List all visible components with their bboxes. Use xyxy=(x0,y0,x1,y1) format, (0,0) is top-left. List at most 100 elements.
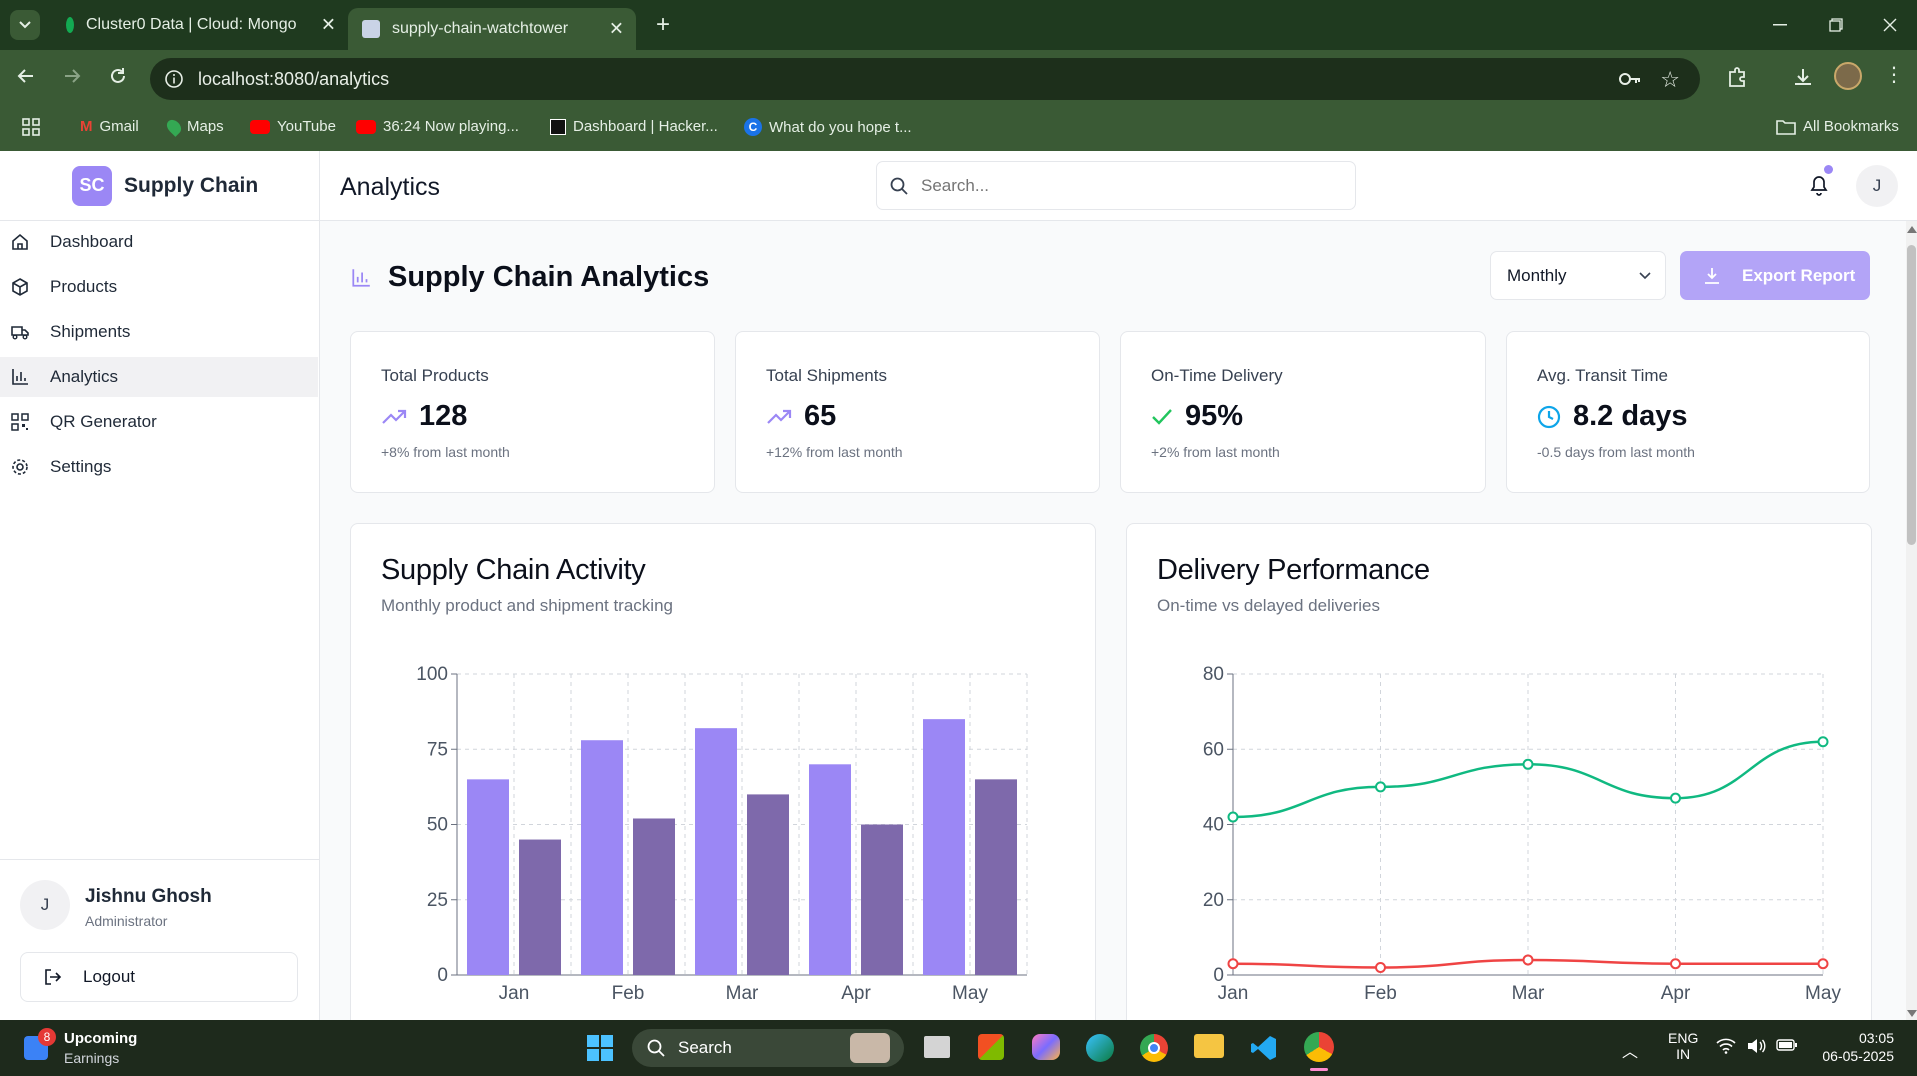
brand[interactable]: SC Supply Chain xyxy=(0,151,319,221)
stat-value: 65 xyxy=(804,400,837,432)
chrome-active-icon[interactable] xyxy=(1304,1032,1334,1071)
sidebar-item-analytics[interactable]: Analytics xyxy=(0,357,318,397)
y-tick-label: 80 xyxy=(1203,664,1224,685)
brand-logo: SC xyxy=(72,165,112,206)
x-tick-label: Apr xyxy=(841,983,871,1004)
minimize-button[interactable] xyxy=(1752,0,1808,50)
sidebar-item-label: Products xyxy=(50,277,118,296)
sidebar-item-dashboard[interactable]: Dashboard xyxy=(0,222,318,262)
bar xyxy=(467,779,509,975)
notifications-button[interactable] xyxy=(1808,165,1833,197)
clock-time: 03:05 xyxy=(1858,1030,1894,1046)
close-tab-icon[interactable]: ✕ xyxy=(320,14,336,35)
scroll-up-arrow[interactable] xyxy=(1907,226,1917,233)
download-icon[interactable] xyxy=(1792,66,1814,88)
sidebar-item-label: Dashboard xyxy=(50,232,134,251)
new-tab-button[interactable]: + xyxy=(655,11,670,38)
widget-badge: 8 xyxy=(38,1028,56,1046)
language-indicator[interactable]: ENG IN xyxy=(1668,1030,1698,1062)
bookmark-youtube[interactable]: YouTube xyxy=(250,118,336,135)
taskbar-search[interactable]: Search xyxy=(632,1029,904,1067)
bar xyxy=(975,779,1017,975)
address-bar[interactable]: localhost:8080/analytics ☆ xyxy=(150,58,1700,100)
gmail-icon: M xyxy=(80,118,93,135)
copilot-icon[interactable] xyxy=(1032,1034,1060,1060)
bookmark-gmail[interactable]: M Gmail xyxy=(80,118,139,135)
header-avatar[interactable]: J xyxy=(1856,165,1898,207)
youtube-icon xyxy=(250,119,270,134)
bookmark-what-do-you-hope[interactable]: C What do you hope t... xyxy=(744,118,912,136)
page-title: Analytics xyxy=(340,173,441,201)
bell-icon xyxy=(1810,176,1828,196)
sidebar-item-label: Settings xyxy=(50,457,112,476)
microsoft-store-icon[interactable] xyxy=(978,1034,1004,1060)
file-explorer-icon[interactable] xyxy=(1194,1034,1224,1058)
avatar[interactable]: J xyxy=(20,880,70,930)
scrollbar[interactable] xyxy=(1906,221,1917,1020)
all-bookmarks[interactable]: All Bookmarks xyxy=(1776,118,1899,135)
restore-button[interactable] xyxy=(1808,0,1864,50)
reload-button[interactable] xyxy=(108,66,128,86)
tab-supply-chain[interactable]: supply-chain-watchtower ✕ xyxy=(348,8,636,50)
wifi-icon[interactable] xyxy=(1716,1038,1736,1054)
restore-icon xyxy=(1829,18,1843,32)
sidebar-item-shipments[interactable]: Shipments xyxy=(0,312,318,352)
tab-mongodb[interactable]: Cluster0 Data | Cloud: MongoDB ✕ xyxy=(52,8,348,42)
back-button[interactable] xyxy=(16,66,36,86)
y-tick-label: 100 xyxy=(416,664,448,685)
search-input[interactable] xyxy=(921,175,1341,196)
activity-bar-chart: 0 25 50 75 100 Jan Feb Mar Apr May xyxy=(416,664,1028,1004)
x-tick-label: Feb xyxy=(612,983,645,1004)
sidebar-item-settings[interactable]: Settings xyxy=(0,447,318,487)
stat-value: 8.2 days xyxy=(1573,400,1688,432)
vscode-icon[interactable] xyxy=(1250,1034,1278,1062)
y-tick-label: 25 xyxy=(427,890,448,911)
arrow-left-icon xyxy=(17,69,33,83)
password-key-icon[interactable] xyxy=(1618,70,1642,88)
profile-avatar-icon[interactable] xyxy=(1834,62,1862,90)
logout-button[interactable]: Logout xyxy=(20,952,298,1002)
close-tab-icon[interactable]: ✕ xyxy=(608,18,624,39)
menu-icon[interactable]: ⋮ xyxy=(1884,64,1904,86)
scroll-down-arrow[interactable] xyxy=(1907,1010,1917,1017)
stat-card-on-time-delivery: On-Time Delivery 95% +2% from last month xyxy=(1120,331,1486,493)
logout-icon xyxy=(45,969,62,985)
widgets-button[interactable]: 8 xyxy=(24,1028,56,1060)
period-value: Monthly xyxy=(1507,265,1567,285)
bar xyxy=(581,740,623,975)
site-info-icon[interactable] xyxy=(164,69,184,89)
apps-grid-icon[interactable] xyxy=(22,118,40,136)
data-point xyxy=(1375,781,1386,793)
x-tick-label: Apr xyxy=(1661,983,1691,1004)
sidebar-item-products[interactable]: Products xyxy=(0,267,318,307)
close-window-button[interactable] xyxy=(1862,0,1917,50)
export-report-button[interactable]: Export Report xyxy=(1680,251,1870,300)
analytics-title: Supply Chain Analytics xyxy=(388,261,710,293)
bookmark-label: What do you hope t... xyxy=(769,118,912,136)
data-point xyxy=(1817,958,1829,970)
gear-icon xyxy=(12,459,28,475)
minimize-icon xyxy=(1773,24,1787,26)
clock[interactable]: 03:05 06-05-2025 xyxy=(1820,1030,1894,1064)
forward-button[interactable] xyxy=(62,66,82,86)
bookmark-now-playing[interactable]: 36:24 Now playing... xyxy=(356,118,519,135)
edge-browser-icon[interactable] xyxy=(1086,1034,1114,1062)
volume-icon[interactable] xyxy=(1746,1038,1766,1054)
start-button[interactable] xyxy=(586,1034,614,1062)
stat-card-total-shipments: Total Shipments 65 +12% from last month xyxy=(735,331,1100,493)
sidebar-item-qr-generator[interactable]: QR Generator xyxy=(0,402,318,442)
chevron-down-icon xyxy=(19,21,31,29)
chevron-up-icon[interactable]: ︿ xyxy=(1622,1044,1639,1061)
bookmark-hackerrank[interactable]: Dashboard | Hacker... xyxy=(550,118,718,135)
extensions-icon[interactable] xyxy=(1726,66,1748,88)
scrollbar-thumb[interactable] xyxy=(1907,245,1916,545)
bookmark-maps[interactable]: Maps xyxy=(164,116,224,137)
period-select[interactable]: Monthly xyxy=(1490,251,1666,300)
bookmark-star-icon[interactable]: ☆ xyxy=(1660,67,1680,92)
chrome-icon[interactable] xyxy=(1140,1034,1168,1062)
truck-icon xyxy=(11,326,29,340)
task-view-icon[interactable] xyxy=(924,1036,950,1058)
tab-search-button[interactable] xyxy=(0,0,50,50)
battery-icon[interactable] xyxy=(1776,1038,1798,1052)
bar xyxy=(809,764,851,975)
